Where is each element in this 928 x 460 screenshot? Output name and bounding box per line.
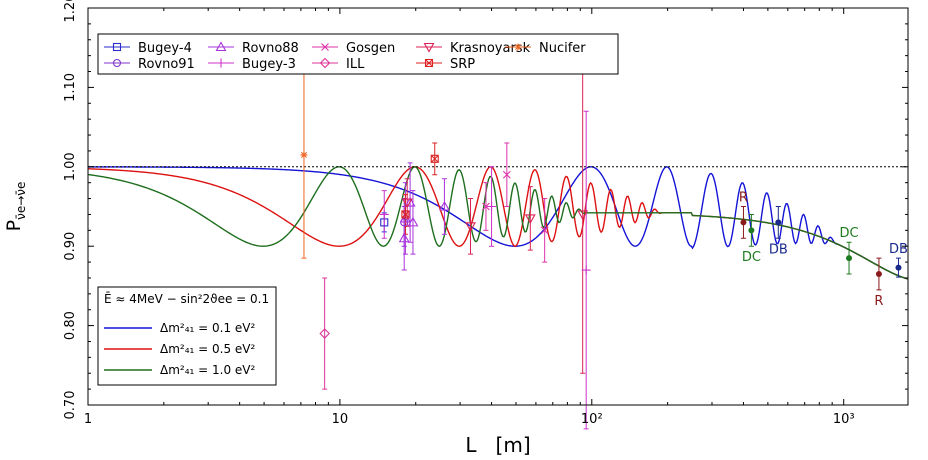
- data-point-10: [482, 202, 490, 211]
- legend-label-6: Krasnoyarsk: [450, 41, 531, 56]
- data-point-7: [379, 209, 389, 219]
- legend-marker-5: [319, 57, 331, 69]
- y-axis-label-main: P: [3, 220, 25, 231]
- data-point-13: [319, 328, 330, 339]
- legend-model-label-2: Δm²₄₁ = 1.0 eV²: [160, 363, 256, 377]
- data-point-6: [438, 200, 450, 211]
- legend-label-3: Bugey-3: [242, 57, 296, 72]
- error-bars: [301, 51, 589, 430]
- data-markers: [300, 151, 591, 339]
- error-bar-13: [322, 277, 328, 390]
- x-tick-label-3: 10³: [833, 412, 855, 427]
- x-tick-label-2: 10²: [581, 412, 603, 427]
- data-point-17: [401, 198, 413, 209]
- y-axis-label: Pν̄e→ν̄e: [3, 182, 28, 232]
- data-point-12: [540, 226, 549, 235]
- y-tick-label-1: 0.80: [63, 311, 78, 340]
- data-point-16: [577, 210, 589, 221]
- model-curve-0: [88, 166, 908, 280]
- far-point-label-5: DB: [889, 242, 908, 257]
- far-point-label-1: DC: [742, 250, 761, 265]
- far-point-1: [748, 227, 755, 234]
- axis-ticks: [87, 7, 908, 406]
- plot-frame: [87, 7, 909, 406]
- legend-marker-7: [424, 58, 434, 68]
- far-point-3: [846, 255, 853, 262]
- data-point-4: [404, 196, 416, 207]
- y-tick-label-4: 1.10: [63, 73, 78, 102]
- data-point-5: [407, 216, 419, 227]
- error-bar-15: [527, 186, 533, 251]
- data-point-18: [401, 210, 410, 219]
- y-tick-label-2: 0.90: [63, 232, 78, 261]
- legend-params-label: Ē ≈ 4MeV − sin²2ϑee = 0.1: [104, 292, 269, 306]
- far-point-2: [775, 219, 782, 226]
- data-point-9: [581, 265, 591, 275]
- far-point-label-2: DB: [769, 242, 788, 257]
- legend-marker-2: [215, 41, 227, 52]
- y-tick-label-3: 1.00: [63, 152, 78, 181]
- error-bar-6: [441, 178, 447, 235]
- legend-marker-4: [321, 43, 329, 51]
- legend-model-label-0: Δm²₄₁ = 0.1 eV²: [160, 321, 256, 335]
- data-point-11: [502, 170, 511, 179]
- error-bar-14: [468, 198, 474, 255]
- data-point-19: [430, 154, 439, 163]
- legend-label-1: Rovno91: [138, 57, 195, 72]
- data-point-8: [487, 202, 497, 211]
- far-points: R DC DB DC R DB: [739, 191, 908, 309]
- legend-models: Ē ≈ 4MeV − sin²2ϑee = 0.1 Δm²₄₁ = 0.1 eV²…: [97, 286, 277, 386]
- legend-marker-0: [112, 42, 122, 52]
- far-point-label-4: R: [874, 294, 883, 309]
- legend-label-4: Gosgen: [346, 41, 395, 56]
- data-point-14: [465, 222, 476, 232]
- legend-label-5: ILL: [346, 57, 365, 72]
- legend-marker-1: [112, 58, 122, 68]
- far-point-label-0: R: [739, 191, 748, 206]
- legend-label-2: Rovno88: [242, 41, 299, 56]
- y-axis-label-sub: ν̄e→ν̄e: [14, 182, 28, 220]
- far-point-label-3: DC: [839, 226, 858, 241]
- y-axis-label-group: Pν̄e→ν̄e: [3, 182, 28, 232]
- legend-label-7: SRP: [450, 57, 475, 72]
- model-curves: [88, 166, 908, 280]
- x-tick-label-1: 10: [332, 412, 349, 427]
- legend-label-8: Nucifer: [539, 41, 586, 56]
- y-tick-label-5: 1.20: [63, 0, 78, 22]
- x-axis-label: L [m]: [465, 433, 530, 457]
- legend-experiments-box: [97, 33, 619, 75]
- data-point-2: [398, 232, 410, 243]
- data-point-20: [300, 151, 308, 159]
- x-tick-label-0: 1: [84, 412, 92, 427]
- data-point-15: [524, 214, 536, 225]
- legend-label-0: Bugey-4: [138, 41, 192, 56]
- far-point-4: [875, 270, 882, 277]
- axis-tick-labels: 1 10 10² 10³ 0.70 0.80 0.90 1.00 1.10 1.20: [63, 0, 855, 427]
- error-bar-5: [410, 190, 416, 255]
- legend-marker-8: [514, 43, 522, 51]
- legend-marker-3: [216, 58, 226, 68]
- legend-models-box: [97, 286, 277, 386]
- model-curve-1: [88, 166, 908, 280]
- far-point-5: [895, 264, 902, 271]
- legend-marker-6: [423, 42, 435, 53]
- y-tick-label-0: 0.70: [63, 391, 78, 420]
- legend-model-label-1: Δm²₄₁ = 0.5 eV²: [160, 342, 256, 356]
- model-curve-2: [88, 166, 908, 280]
- far-point-0: [740, 219, 747, 226]
